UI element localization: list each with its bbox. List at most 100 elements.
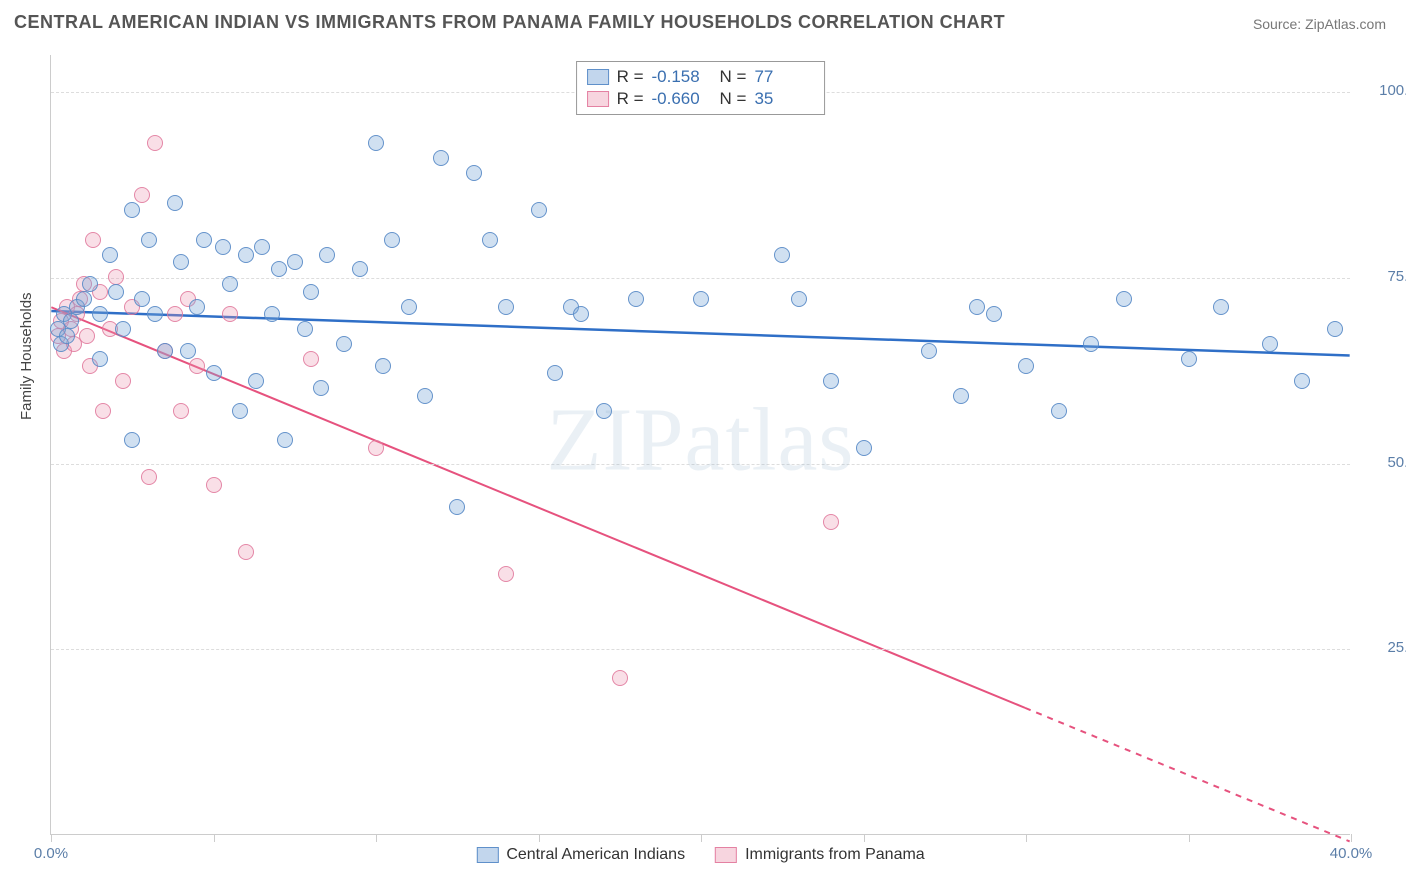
scatter-point-blue xyxy=(384,232,400,248)
x-tick xyxy=(1026,834,1027,842)
scatter-point-blue xyxy=(368,135,384,151)
scatter-point-blue xyxy=(774,247,790,263)
n-label: N = xyxy=(720,67,747,87)
scatter-point-pink xyxy=(303,351,319,367)
legend-label-blue: Central American Indians xyxy=(506,846,685,864)
x-tick xyxy=(701,834,702,842)
swatch-blue-icon xyxy=(476,847,498,863)
plot-area: ZIPatlas R = -0.158 N = 77 R = -0.660 N … xyxy=(50,55,1350,835)
swatch-pink-icon xyxy=(715,847,737,863)
scatter-point-pink xyxy=(173,403,189,419)
scatter-point-blue xyxy=(232,403,248,419)
scatter-point-blue xyxy=(693,291,709,307)
scatter-point-pink xyxy=(141,469,157,485)
gridline xyxy=(51,464,1350,465)
scatter-point-blue xyxy=(1327,321,1343,337)
scatter-point-blue xyxy=(134,291,150,307)
scatter-point-blue xyxy=(76,291,92,307)
y-tick-label: 25.0% xyxy=(1360,639,1406,656)
scatter-point-blue xyxy=(319,247,335,263)
y-tick-label: 50.0% xyxy=(1360,454,1406,471)
scatter-point-blue xyxy=(92,351,108,367)
legend-label-pink: Immigrants from Panama xyxy=(745,846,925,864)
x-tick-label: 0.0% xyxy=(34,845,68,862)
scatter-point-blue xyxy=(271,261,287,277)
scatter-point-blue xyxy=(596,403,612,419)
scatter-point-blue xyxy=(1294,373,1310,389)
legend-correlation: R = -0.158 N = 77 R = -0.660 N = 35 xyxy=(576,61,826,115)
scatter-point-blue xyxy=(82,276,98,292)
scatter-point-pink xyxy=(115,373,131,389)
scatter-point-blue xyxy=(222,276,238,292)
scatter-point-blue xyxy=(215,239,231,255)
legend-item-pink: Immigrants from Panama xyxy=(715,846,925,864)
x-tick xyxy=(1351,834,1352,842)
scatter-point-pink xyxy=(238,544,254,560)
scatter-point-pink xyxy=(167,306,183,322)
r-label: R = xyxy=(617,67,644,87)
scatter-point-blue xyxy=(206,365,222,381)
scatter-point-blue xyxy=(336,336,352,352)
scatter-point-blue xyxy=(92,306,108,322)
scatter-point-pink xyxy=(206,477,222,493)
x-tick xyxy=(51,834,52,842)
scatter-point-blue xyxy=(953,388,969,404)
scatter-point-blue xyxy=(921,343,937,359)
scatter-point-blue xyxy=(466,165,482,181)
scatter-point-blue xyxy=(189,299,205,315)
scatter-point-blue xyxy=(59,328,75,344)
x-tick xyxy=(1189,834,1190,842)
scatter-point-blue xyxy=(352,261,368,277)
scatter-point-blue xyxy=(173,254,189,270)
scatter-point-blue xyxy=(248,373,264,389)
scatter-point-blue xyxy=(449,499,465,515)
scatter-point-blue xyxy=(433,150,449,166)
chart-title: CENTRAL AMERICAN INDIAN VS IMMIGRANTS FR… xyxy=(14,12,1005,33)
scatter-point-blue xyxy=(628,291,644,307)
n-value-pink: 35 xyxy=(754,89,814,109)
x-tick xyxy=(376,834,377,842)
scatter-point-blue xyxy=(167,195,183,211)
y-axis-label: Family Households xyxy=(18,292,35,420)
scatter-point-blue xyxy=(102,247,118,263)
x-tick xyxy=(539,834,540,842)
scatter-point-blue xyxy=(63,313,79,329)
regression-lines xyxy=(51,55,1350,834)
scatter-point-blue xyxy=(313,380,329,396)
n-value-blue: 77 xyxy=(754,67,814,87)
scatter-point-blue xyxy=(856,440,872,456)
scatter-point-blue xyxy=(401,299,417,315)
scatter-point-blue xyxy=(791,291,807,307)
scatter-point-blue xyxy=(573,306,589,322)
swatch-pink-icon xyxy=(587,91,609,107)
scatter-point-pink xyxy=(368,440,384,456)
scatter-point-pink xyxy=(134,187,150,203)
scatter-point-blue xyxy=(482,232,498,248)
scatter-point-blue xyxy=(531,202,547,218)
scatter-point-blue xyxy=(115,321,131,337)
scatter-point-blue xyxy=(1213,299,1229,315)
scatter-point-blue xyxy=(287,254,303,270)
scatter-point-pink xyxy=(222,306,238,322)
scatter-point-blue xyxy=(180,343,196,359)
scatter-point-pink xyxy=(79,328,95,344)
legend-item-blue: Central American Indians xyxy=(476,846,685,864)
scatter-point-blue xyxy=(1018,358,1034,374)
scatter-point-blue xyxy=(375,358,391,374)
scatter-point-blue xyxy=(1181,351,1197,367)
x-tick-label: 40.0% xyxy=(1330,845,1373,862)
scatter-point-pink xyxy=(498,566,514,582)
scatter-point-pink xyxy=(108,269,124,285)
scatter-point-pink xyxy=(612,670,628,686)
scatter-point-blue xyxy=(547,365,563,381)
scatter-point-blue xyxy=(254,239,270,255)
legend-series: Central American Indians Immigrants from… xyxy=(476,846,924,864)
r-label: R = xyxy=(617,89,644,109)
scatter-point-blue xyxy=(124,202,140,218)
scatter-point-blue xyxy=(1083,336,1099,352)
scatter-point-blue xyxy=(303,284,319,300)
scatter-point-blue xyxy=(1051,403,1067,419)
r-value-blue: -0.158 xyxy=(652,67,712,87)
scatter-point-blue xyxy=(969,299,985,315)
scatter-point-blue xyxy=(141,232,157,248)
